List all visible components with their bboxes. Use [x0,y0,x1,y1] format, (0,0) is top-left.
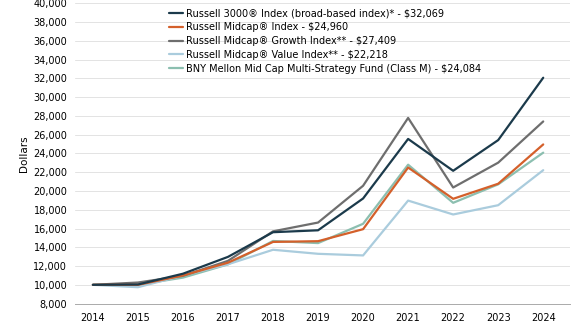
Russell Midcap® Index - $24,960 [495,182,502,186]
BNY Mellon Mid Cap Multi-Strategy Fund (Class M) - $24,084 [540,151,547,155]
BNY Mellon Mid Cap Multi-Strategy Fund (Class M) - $24,084 [225,262,232,266]
Russell Midcap® Value Index** - $22,218 [314,252,321,256]
Russell Midcap® Growth Index** - $27,409 [225,259,232,263]
Russell Midcap® Index - $24,960 [359,227,366,231]
Russell Midcap® Growth Index** - $27,409 [180,274,187,278]
Russell 3000® Index (broad-based index)* - $32,069 [89,283,96,287]
Russell Midcap® Index - $24,960 [134,283,141,287]
Russell Midcap® Index - $24,960 [314,239,321,243]
Russell 3000® Index (broad-based index)* - $32,069 [405,137,412,141]
Russell Midcap® Growth Index** - $27,409 [314,220,321,224]
Russell 3000® Index (broad-based index)* - $32,069 [180,272,187,276]
Russell Midcap® Growth Index** - $27,409 [134,280,141,284]
Russell Midcap® Growth Index** - $27,409 [89,283,96,287]
Russell Midcap® Growth Index** - $27,409 [359,184,366,188]
Russell Midcap® Index - $24,960 [405,166,412,170]
Russell Midcap® Value Index** - $22,218 [180,274,187,278]
Line: BNY Mellon Mid Cap Multi-Strategy Fund (Class M) - $24,084: BNY Mellon Mid Cap Multi-Strategy Fund (… [93,153,543,285]
Russell Midcap® Value Index** - $22,218 [359,253,366,257]
Line: Russell Midcap® Growth Index** - $27,409: Russell Midcap® Growth Index** - $27,409 [93,118,543,285]
Russell Midcap® Value Index** - $22,218 [540,168,547,172]
BNY Mellon Mid Cap Multi-Strategy Fund (Class M) - $24,084 [359,222,366,226]
BNY Mellon Mid Cap Multi-Strategy Fund (Class M) - $24,084 [405,163,412,167]
Russell Midcap® Value Index** - $22,218 [134,285,141,289]
Line: Russell Midcap® Index - $24,960: Russell Midcap® Index - $24,960 [93,145,543,285]
BNY Mellon Mid Cap Multi-Strategy Fund (Class M) - $24,084 [314,241,321,245]
Line: Russell 3000® Index (broad-based index)* - $32,069: Russell 3000® Index (broad-based index)*… [93,78,543,285]
Russell Midcap® Value Index** - $22,218 [450,213,457,216]
Russell 3000® Index (broad-based index)* - $32,069 [540,76,547,80]
Russell Midcap® Index - $24,960 [450,197,457,201]
Russell Midcap® Value Index** - $22,218 [225,262,232,266]
BNY Mellon Mid Cap Multi-Strategy Fund (Class M) - $24,084 [270,239,276,243]
Russell Midcap® Value Index** - $22,218 [405,199,412,203]
BNY Mellon Mid Cap Multi-Strategy Fund (Class M) - $24,084 [89,283,96,287]
Russell Midcap® Growth Index** - $27,409 [450,185,457,189]
BNY Mellon Mid Cap Multi-Strategy Fund (Class M) - $24,084 [134,283,141,287]
Russell Midcap® Growth Index** - $27,409 [540,119,547,123]
Line: Russell Midcap® Value Index** - $22,218: Russell Midcap® Value Index** - $22,218 [93,170,543,287]
Russell 3000® Index (broad-based index)* - $32,069 [359,196,366,200]
Russell 3000® Index (broad-based index)* - $32,069 [134,282,141,286]
Russell Midcap® Growth Index** - $27,409 [405,116,412,120]
Russell Midcap® Index - $24,960 [180,274,187,278]
Y-axis label: Dollars: Dollars [19,135,29,172]
Russell Midcap® Index - $24,960 [270,240,276,244]
Russell Midcap® Index - $24,960 [540,143,547,147]
Russell Midcap® Index - $24,960 [89,283,96,287]
Russell 3000® Index (broad-based index)* - $32,069 [225,255,232,259]
BNY Mellon Mid Cap Multi-Strategy Fund (Class M) - $24,084 [495,182,502,186]
Russell Midcap® Index - $24,960 [225,261,232,265]
Russell Midcap® Growth Index** - $27,409 [495,161,502,165]
Russell Midcap® Value Index** - $22,218 [495,203,502,207]
Russell 3000® Index (broad-based index)* - $32,069 [450,169,457,173]
BNY Mellon Mid Cap Multi-Strategy Fund (Class M) - $24,084 [450,201,457,205]
Russell 3000® Index (broad-based index)* - $32,069 [314,228,321,232]
Russell Midcap® Value Index** - $22,218 [89,283,96,287]
Russell Midcap® Growth Index** - $27,409 [270,229,276,233]
Russell 3000® Index (broad-based index)* - $32,069 [270,230,276,234]
BNY Mellon Mid Cap Multi-Strategy Fund (Class M) - $24,084 [180,276,187,280]
Russell Midcap® Value Index** - $22,218 [270,248,276,252]
Russell 3000® Index (broad-based index)* - $32,069 [495,138,502,142]
Legend: Russell 3000® Index (broad-based index)* - $32,069, Russell Midcap® Index - $24,: Russell 3000® Index (broad-based index)*… [169,8,482,74]
